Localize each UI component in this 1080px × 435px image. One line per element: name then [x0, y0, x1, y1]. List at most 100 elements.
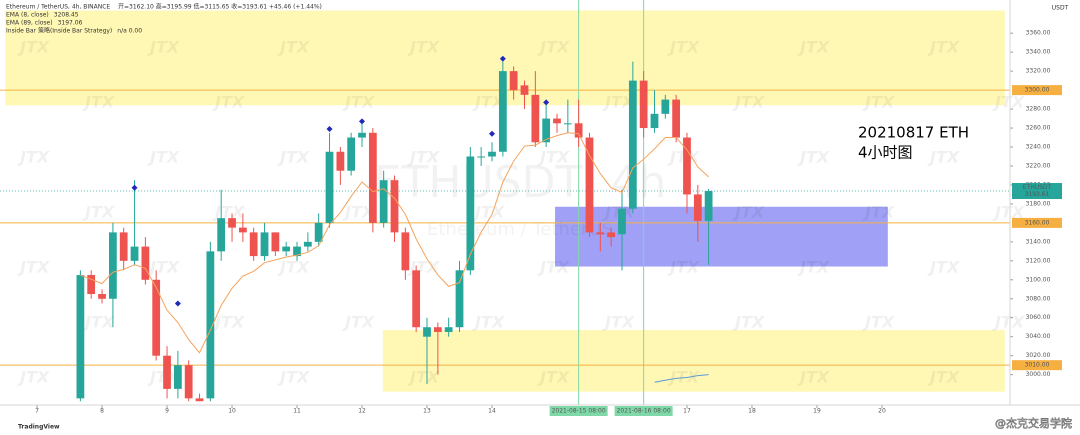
x-tick-label: 14 [488, 408, 496, 415]
y-tick-label: 3360.00 [1026, 30, 1051, 37]
y-tick-label: 3040.00 [1026, 333, 1051, 340]
watermark: JTX [927, 368, 960, 387]
watermark: JTX [602, 93, 635, 112]
candle-body [130, 246, 139, 261]
watermark: JTX [992, 203, 1025, 222]
candle-body [661, 99, 670, 114]
y-tick-label: 3180.00 [1026, 200, 1051, 207]
watermark: JTX [277, 148, 310, 167]
watermark: JTX [407, 148, 440, 167]
candle-body [498, 71, 507, 152]
current-price-tag [1012, 183, 1062, 200]
watermark: JTX [82, 93, 115, 112]
time-marker-label: 2021-08-15 08:00 [552, 408, 606, 415]
watermark: JTX [17, 258, 50, 277]
price-line-label: 3160.00 [1025, 219, 1050, 226]
candle-body [683, 137, 691, 195]
candle-body [152, 279, 161, 356]
x-tick-label: 9 [165, 408, 169, 415]
watermark: JTX [862, 93, 895, 112]
legend-name: EMA (89, close) [6, 20, 53, 27]
watermark: JTX [212, 313, 245, 332]
candle-body [639, 80, 648, 129]
candle-body [704, 191, 713, 221]
legend-name: EMA (8, close) [6, 12, 49, 19]
y-tick-label: 3140.00 [1026, 238, 1051, 245]
candle-body [260, 232, 269, 257]
candle-body [249, 232, 258, 257]
legend-title: Ethereum / TetherUS, 4h, BINANCE [6, 4, 110, 11]
candle-body [466, 156, 475, 271]
y-tick-label: 3240.00 [1026, 144, 1051, 151]
y-tick-label: 3000.00 [1026, 371, 1051, 378]
candle-body [238, 227, 247, 233]
x-tick-label: 18 [748, 408, 756, 415]
price-line-tag [1012, 217, 1062, 228]
watermark: JTX [147, 258, 180, 277]
watermark: JTX [342, 203, 375, 222]
candle-body [76, 275, 85, 399]
candle-body [488, 151, 496, 157]
watermark: JTX [342, 313, 375, 332]
signal-marker [499, 55, 506, 62]
time-marker-box [549, 406, 608, 416]
watermark: JTX [212, 203, 245, 222]
x-tick-label: 17 [683, 408, 691, 415]
symbol-watermark-sub: Ethereum / TetherUS [427, 219, 613, 240]
current-price-name: ETHUSDT [1023, 184, 1052, 191]
watermark: JTX [472, 93, 505, 112]
watermark: JTX [407, 368, 440, 387]
price-line-label: 3300.00 [1025, 87, 1050, 94]
y-tick-label: 3020.00 [1026, 352, 1051, 359]
candle-body [596, 232, 605, 235]
candle-body [509, 71, 518, 91]
watermark: JTX [17, 148, 50, 167]
signal-marker [359, 118, 366, 125]
symbol-watermark: ETHUSDT, 4h [374, 157, 667, 208]
candle-body [542, 118, 551, 143]
candle-body [412, 270, 421, 328]
legend-ohlc: 开=3162.10 高=3195.99 低=3115.65 收=3193.61 … [118, 3, 322, 11]
axis-unit: USDT [1052, 5, 1069, 12]
candle-body [325, 151, 334, 223]
candle-body [444, 327, 453, 332]
candle-body [563, 123, 572, 125]
candle-body [379, 180, 388, 223]
watermark: JTX [992, 313, 1025, 332]
candle-body [531, 94, 540, 143]
signal-marker [174, 300, 181, 307]
watermark: JTX [667, 38, 700, 57]
x-tick-label: 20 [878, 408, 886, 415]
watermark: JTX [537, 368, 570, 387]
signal-marker [131, 184, 138, 191]
ema-line [80, 132, 709, 354]
watermark: JTX [602, 313, 635, 332]
annotation: 4小时图 [858, 144, 913, 162]
candle-body [228, 218, 236, 228]
watermark: JTX [82, 203, 115, 222]
watermark: JTX [797, 368, 830, 387]
ema-line [654, 374, 709, 383]
candle-body [423, 327, 431, 337]
signal-marker [489, 130, 496, 137]
x-tick-label: 11 [293, 408, 301, 415]
price-line-tag [1012, 85, 1062, 96]
watermark: JTX [667, 258, 700, 277]
watermark: JTX [407, 258, 440, 277]
candle-body [303, 241, 312, 247]
y-tick-label: 3260.00 [1026, 125, 1051, 132]
candle-body [141, 246, 150, 280]
watermark: JTX [927, 38, 960, 57]
candle-body [650, 113, 659, 129]
legend-name: Inside Bar 策略(Inside Bar Strategy) [6, 27, 112, 35]
candle-body [390, 180, 399, 233]
watermark: JTX [537, 148, 570, 167]
candle-body [358, 132, 366, 138]
candle-body [401, 232, 410, 271]
candle-body [607, 232, 616, 238]
y-tick-label: 3120.00 [1026, 257, 1051, 264]
signal-marker [543, 99, 550, 106]
candle-body [574, 123, 583, 138]
candle-body [336, 151, 345, 171]
x-tick-label: 7 [35, 408, 39, 415]
